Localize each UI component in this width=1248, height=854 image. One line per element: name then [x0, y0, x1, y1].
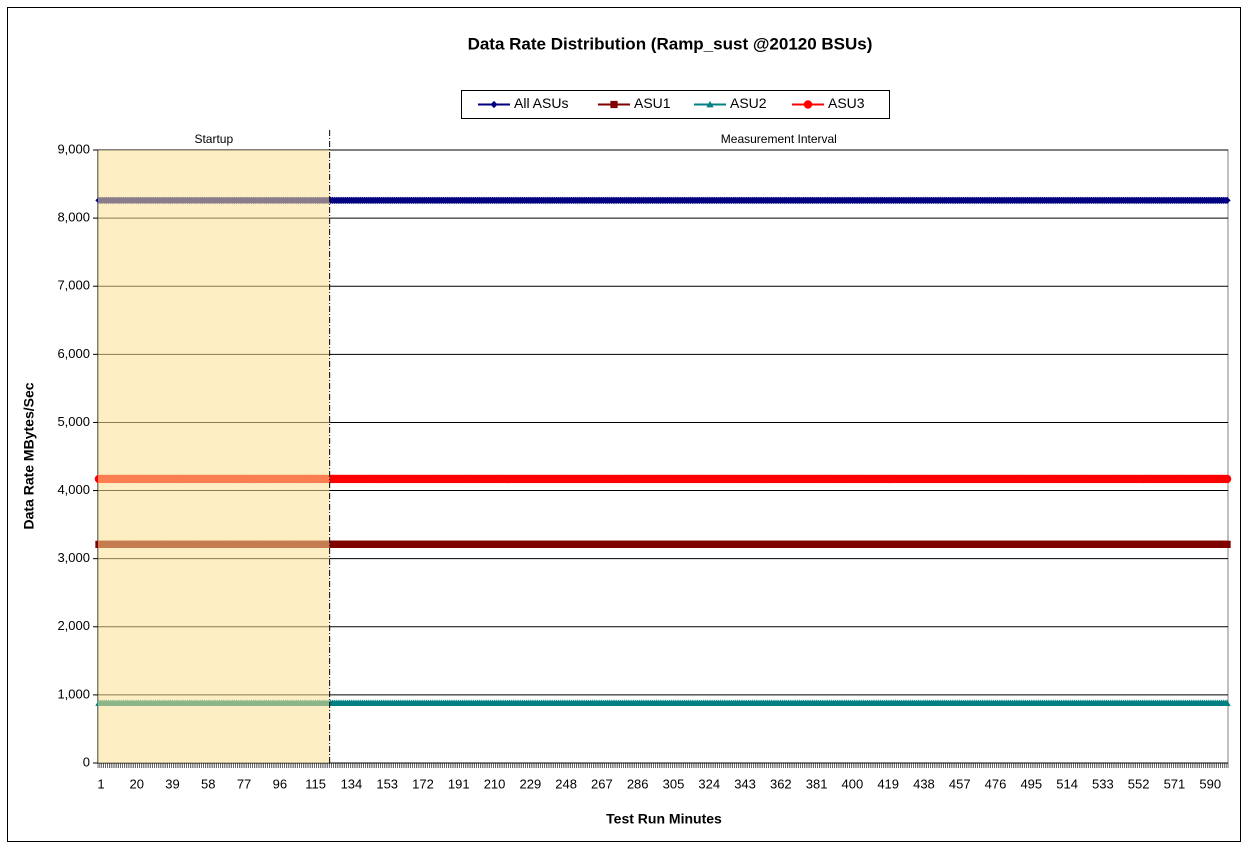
x-tick-label: 191 [448, 776, 470, 791]
x-tick-label: 324 [698, 776, 720, 791]
region-label: Startup [194, 132, 233, 146]
y-tick-label: 2,000 [57, 618, 90, 633]
y-tick-label: 6,000 [57, 346, 90, 361]
x-tick-label: 343 [734, 776, 756, 791]
x-tick-label: 552 [1128, 776, 1150, 791]
legend-marker [706, 100, 714, 108]
region-label: Measurement Interval [721, 132, 837, 146]
legend-label: ASU3 [828, 95, 865, 111]
x-tick-label: 419 [877, 776, 899, 791]
x-tick-label: 400 [842, 776, 864, 791]
x-tick-label: 533 [1092, 776, 1114, 791]
x-tick-label: 476 [985, 776, 1007, 791]
x-tick-label: 153 [376, 776, 398, 791]
x-axis-label: Test Run Minutes [606, 811, 722, 827]
marker [1223, 699, 1231, 706]
x-tick-label: 514 [1056, 776, 1078, 791]
x-tick-label: 1 [97, 776, 104, 791]
x-tick-label: 495 [1020, 776, 1042, 791]
y-tick-label: 7,000 [57, 278, 90, 293]
x-tick-label: 115 [305, 776, 326, 791]
x-tick-label: 590 [1199, 776, 1221, 791]
y-tick-label: 5,000 [57, 414, 90, 429]
y-tick-label: 8,000 [57, 210, 90, 225]
marker [1223, 540, 1231, 548]
x-tick-label: 229 [519, 776, 541, 791]
x-tick-label: 210 [484, 776, 506, 791]
x-tick-label: 571 [1164, 776, 1186, 791]
x-tick-label: 96 [273, 776, 287, 791]
legend-marker [490, 100, 498, 109]
x-tick-label: 362 [770, 776, 792, 791]
marker [1222, 474, 1232, 484]
legend-marker [803, 100, 813, 109]
legend-label: ASU1 [634, 95, 671, 111]
y-tick-label: 4,000 [57, 482, 90, 497]
x-tick-label: 77 [237, 776, 251, 791]
y-axis-label: Data Rate MBytes/Sec [21, 382, 37, 529]
startup-shade [98, 150, 330, 763]
y-tick-label: 9,000 [57, 141, 90, 156]
x-tick-label: 381 [806, 776, 828, 791]
marker [1223, 196, 1231, 205]
x-tick-label: 39 [165, 776, 179, 791]
x-tick-label: 58 [201, 776, 215, 791]
y-tick-label: 1,000 [57, 686, 90, 701]
x-tick-label: 286 [627, 776, 649, 791]
x-tick-label: 267 [591, 776, 613, 791]
x-tick-label: 134 [341, 776, 363, 791]
y-tick-label: 0 [83, 754, 90, 769]
x-tick-label: 457 [949, 776, 971, 791]
x-tick-label: 438 [913, 776, 935, 791]
legend-label: All ASUs [514, 95, 568, 111]
series [94, 474, 1232, 484]
x-tick-label: 305 [663, 776, 685, 791]
chart-title: Data Rate Distribution (Ramp_sust @20120… [468, 34, 873, 53]
x-tick-label: 248 [555, 776, 577, 791]
y-tick-label: 3,000 [57, 550, 90, 565]
x-tick-label: 20 [129, 776, 143, 791]
legend-label: ASU2 [730, 95, 767, 111]
legend-marker [610, 100, 618, 109]
x-tick-label: 172 [412, 776, 434, 791]
